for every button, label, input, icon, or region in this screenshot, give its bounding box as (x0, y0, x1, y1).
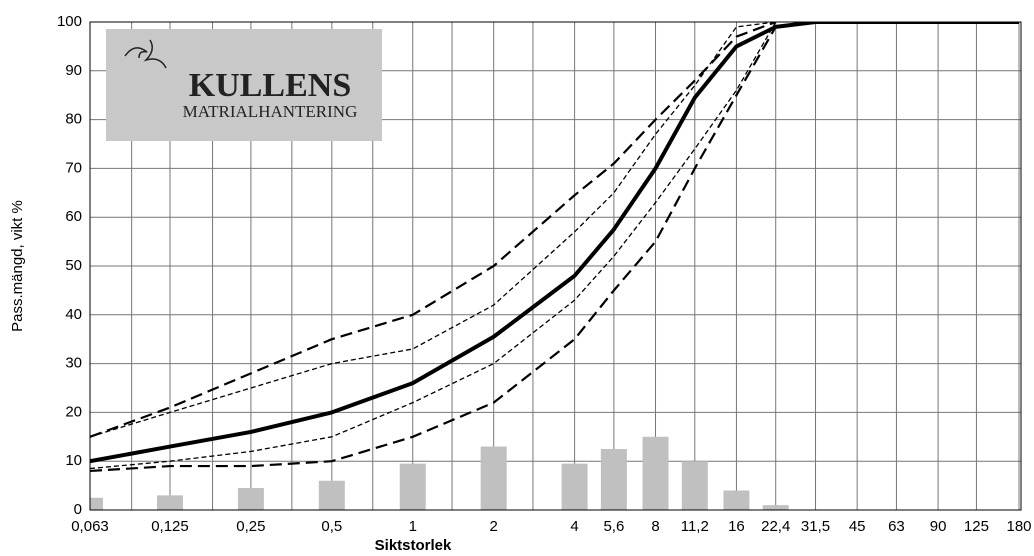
bar (681, 461, 708, 510)
y-tick-label: 80 (65, 111, 82, 128)
x-tick-label: 1 (409, 518, 417, 535)
y-tick-label: 30 (65, 355, 82, 372)
logo-ornament (124, 39, 167, 69)
x-tick-label: 16 (728, 518, 745, 535)
bar (762, 505, 789, 510)
bar (723, 490, 750, 510)
line (90, 22, 776, 438)
bar (399, 463, 426, 510)
x-tick-label: 22,4 (761, 518, 790, 535)
plot-frame (89, 21, 1022, 511)
bar (480, 446, 507, 510)
y-axis-label: Pass.mängd, vikt % (9, 200, 26, 332)
line (90, 22, 777, 438)
x-axis-label: Siktstorlek (375, 537, 452, 554)
bar (318, 480, 345, 510)
y-tick-label: 70 (65, 159, 82, 176)
y-tick-label: 90 (65, 62, 82, 79)
y-tick-label: 20 (65, 403, 82, 420)
y-tick-label: 10 (65, 452, 82, 469)
x-tick-label: 0,125 (151, 518, 189, 535)
line (90, 26, 777, 473)
bar (561, 463, 588, 510)
logo-subtitle: MATRIALHANTERING (183, 102, 358, 121)
bar (642, 436, 669, 510)
bar (600, 449, 627, 510)
line (90, 22, 777, 470)
bar (237, 488, 264, 510)
x-tick-label: 90 (930, 518, 947, 535)
y-tick-label: 100 (57, 13, 82, 30)
logo-title: KULLENS (189, 67, 352, 104)
x-tick-label: 8 (651, 518, 659, 535)
x-tick-label: 2 (490, 518, 498, 535)
x-tick-label: 4 (570, 518, 578, 535)
x-tick-label: 63 (888, 518, 905, 535)
bar (156, 495, 183, 510)
x-tick-label: 11,2 (681, 518, 709, 535)
x-tick-label: 31,5 (801, 518, 830, 535)
y-tick-label: 40 (65, 306, 82, 323)
y-tick-label: 60 (65, 208, 82, 225)
x-tick-label: 125 (964, 518, 989, 535)
line (90, 22, 1019, 464)
y-tick-label: 0 (74, 501, 82, 518)
x-tick-label: 0,5 (321, 518, 342, 535)
y-tick-label: 50 (65, 257, 82, 274)
x-tick-label: 180 (1006, 518, 1031, 535)
bar (90, 497, 103, 510)
x-tick-label: 0,25 (236, 518, 265, 535)
x-tick-label: 45 (849, 518, 866, 535)
x-tick-label: 5,6 (603, 518, 624, 535)
x-tick-label: 0,063 (71, 518, 109, 535)
